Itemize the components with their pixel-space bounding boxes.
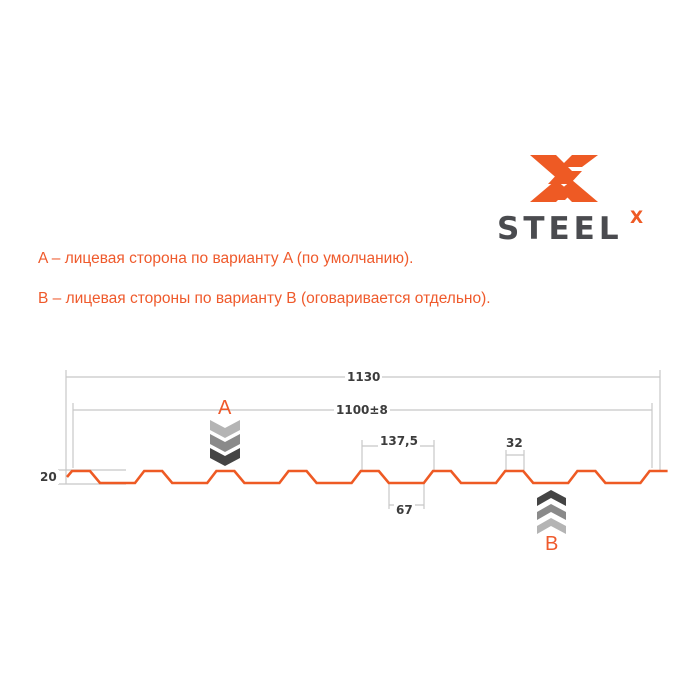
dim-label-useful-width: 1100±8 xyxy=(334,403,390,417)
logo-superscript: X xyxy=(630,208,644,228)
face-a-label: A xyxy=(218,397,232,419)
dim-label-height: 20 xyxy=(38,470,59,484)
steelx-x-icon xyxy=(530,155,598,202)
face-b-label: B xyxy=(545,533,559,555)
profile-line xyxy=(66,469,668,485)
logo-wordmark: STEEL xyxy=(497,211,623,247)
dim-label-bottom-width: 67 xyxy=(394,503,415,517)
dim-label-top-width: 32 xyxy=(504,436,525,450)
chevrons-a-icon xyxy=(210,420,240,466)
dim-label-pitch: 137,5 xyxy=(378,434,420,448)
note-face-a: A – лицевая сторона по варианту A (по ум… xyxy=(38,250,414,267)
note-face-b: B – лицевая стороны по варианту B (огова… xyxy=(38,290,491,307)
dim-label-full-width: 1130 xyxy=(345,370,383,384)
chevrons-b-icon xyxy=(537,490,566,534)
